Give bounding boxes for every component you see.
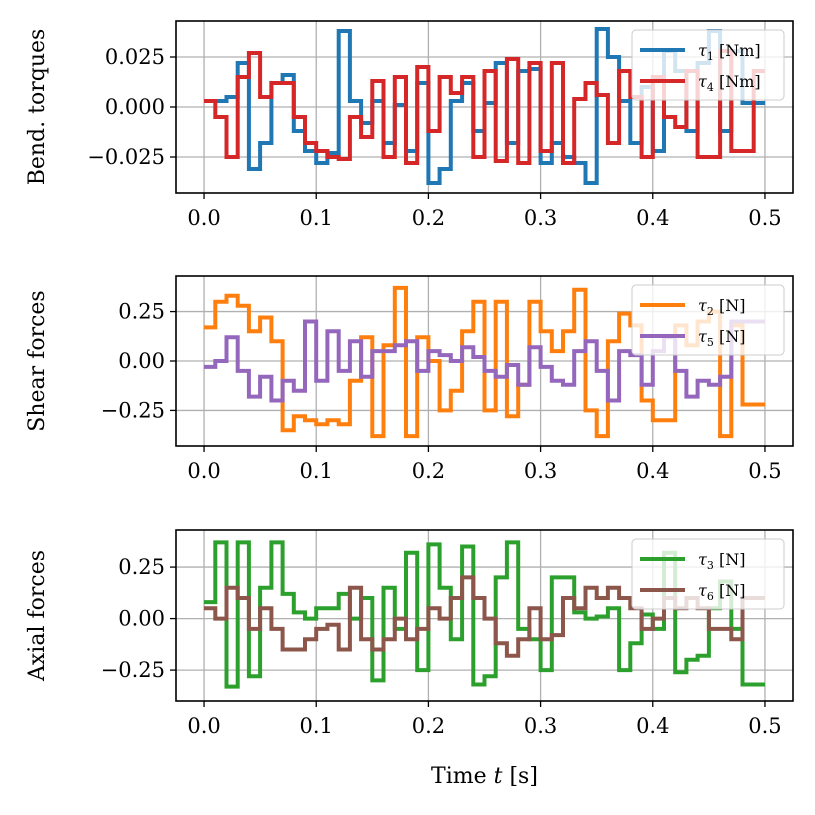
legend-entry-tau5: τ5 [N]: [698, 327, 745, 349]
legend: τ1 [Nm] τ4 [Nm]: [631, 29, 785, 101]
series-line-tau6: [204, 575, 765, 658]
x-axis-label: Time t [s]: [431, 764, 538, 789]
x-tick-label: 0.0: [187, 206, 220, 230]
x-tick-label: 0.3: [524, 206, 557, 230]
x-tick-label: 0.1: [300, 714, 333, 738]
x-tick-label: 0.2: [412, 459, 445, 483]
x-tick-label: 0.1: [300, 459, 333, 483]
series-line-tau2: [204, 285, 765, 439]
x-tick-label: 0.1: [300, 206, 333, 230]
x-tick-label: 0.2: [412, 206, 445, 230]
subplot-torques: 0.0 0.1 0.2 0.3 0.4 0.5 0.025 0.000 −0.025 Bend. …: [25, 20, 794, 230]
legend-entry-tau2: τ2 [N]: [698, 296, 745, 318]
x-tick-label: 0.4: [636, 714, 669, 738]
legend-entry-tau3: τ3 [N]: [698, 550, 745, 572]
legend: τ2 [N] τ5 [N]: [631, 284, 785, 356]
legend: τ3 [N] τ6 [N]: [631, 538, 785, 610]
legend-entry-tau1: τ1 [Nm]: [698, 41, 761, 63]
legend-entry-tau4: τ4 [Nm]: [698, 72, 761, 94]
y-tick-label: 0.25: [118, 300, 165, 324]
y-tick-label: 0.000: [105, 95, 165, 119]
x-tick-label: 0.2: [412, 714, 445, 738]
x-tick-label: 0.3: [524, 459, 557, 483]
legend-entry-tau6: τ6 [N]: [698, 581, 745, 603]
x-tick-label: 0.4: [636, 459, 669, 483]
y-tick-label: 0.00: [118, 349, 165, 373]
x-tick-label: 0.5: [748, 206, 781, 230]
x-tick-label: 0.4: [636, 206, 669, 230]
x-tick-label: 0.0: [187, 714, 220, 738]
y-axis-label: Axial forces: [25, 550, 50, 682]
x-tick-label: 0.5: [748, 459, 781, 483]
y-axis-label: Bend. torques: [25, 29, 50, 186]
y-tick-label: 0.25: [118, 555, 165, 579]
x-tick-label: 0.3: [524, 714, 557, 738]
y-tick-label: −0.25: [101, 398, 165, 422]
axes-frame: [175, 529, 794, 702]
y-tick-label: 0.00: [118, 607, 165, 631]
subplot-shear: 0.0 0.1 0.2 0.3 0.4 0.5 0.25 0.00 −0.25 Shear for…: [25, 275, 794, 483]
y-tick-label: −0.25: [101, 658, 165, 682]
x-tick-label: 0.5: [748, 714, 781, 738]
y-axis-label: Shear forces: [25, 290, 50, 431]
subplot-axial: 0.0 0.1 0.2 0.3 0.4 0.5 0.25 0.00 −0.25 Axial for…: [25, 529, 794, 789]
y-tick-label: 0.025: [105, 45, 165, 69]
y-tick-label: −0.025: [87, 145, 165, 169]
x-tick-label: 0.0: [187, 459, 220, 483]
